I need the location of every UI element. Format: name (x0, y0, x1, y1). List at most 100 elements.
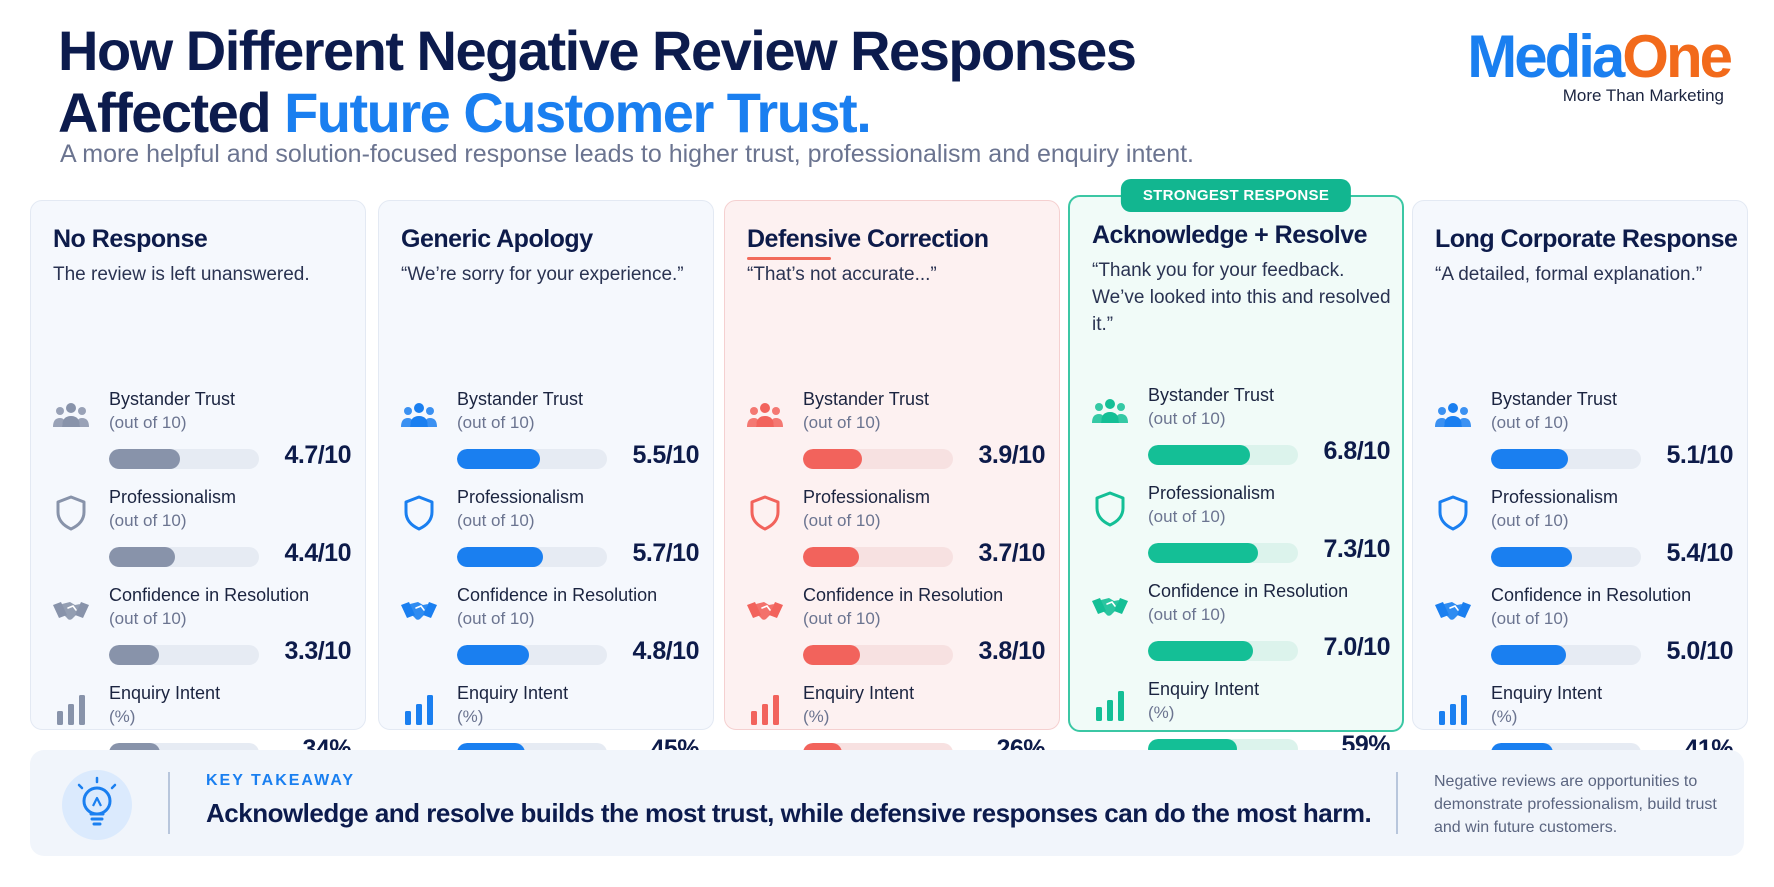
bar-fill (457, 645, 529, 665)
series-description: “We’re sorry for your experience.” (401, 264, 684, 285)
title-line-2: Affected Future Customer Trust. (58, 82, 1135, 144)
data-label: 6.8/10 (1323, 437, 1390, 465)
title-underline (747, 257, 831, 260)
metric-trust: Bystander Trust (out of 10) 4.7/10 (51, 389, 351, 469)
bar-fill (1148, 543, 1258, 563)
title-line-2-plain: Affected (58, 81, 285, 144)
metric-label: Professionalism (457, 487, 585, 507)
page-title: How Different Negative Review Responses … (58, 19, 1137, 144)
metric-label: Enquiry Intent (457, 683, 569, 703)
metric-unit: (%) (1148, 703, 1175, 722)
shield-icon (1433, 493, 1473, 533)
bar-chart-icon (1433, 689, 1473, 729)
metric-label: Bystander Trust (1148, 385, 1275, 405)
people-group-icon (1090, 391, 1130, 431)
metric-label: Bystander Trust (109, 389, 236, 409)
data-label: 7.3/10 (1323, 535, 1390, 563)
metric-label: Confidence in Resolution (803, 585, 1004, 605)
strongest-response-badge: STRONGEST RESPONSE (1120, 179, 1352, 212)
metric-unit: (out of 10) (457, 413, 535, 432)
bar-track (109, 449, 259, 469)
people-group-icon (745, 395, 785, 435)
metric-professionalism: Professionalism (out of 10) 4.4/10 (51, 487, 351, 567)
metric-confidence: Confidence in Resolution (out of 10) 3.3/1… (51, 585, 351, 665)
people-group-icon (399, 395, 439, 435)
metric-unit: (out of 10) (803, 511, 881, 530)
bar-fill (803, 547, 859, 567)
bar-fill (1491, 645, 1566, 665)
metric-label: Professionalism (803, 487, 931, 507)
metric-unit: (out of 10) (1491, 413, 1569, 432)
metric-professionalism: Professionalism (out of 10) 5.4/10 (1433, 487, 1733, 567)
title-line-1: How Different Negative Review Responses (58, 19, 1137, 82)
metric-trust: Bystander Trust (out of 10) 5.5/10 (399, 389, 699, 469)
bar-track (803, 645, 953, 665)
bar-track (1491, 547, 1641, 567)
metric-confidence: Confidence in Resolution (out of 10) 7.0/1… (1090, 581, 1390, 661)
bar-fill (803, 449, 862, 469)
shield-icon (1090, 489, 1130, 529)
data-label: 4.8/10 (632, 637, 699, 665)
metric-confidence: Confidence in Resolution (out of 10) 4.8/1… (399, 585, 699, 665)
metric-label: Professionalism (109, 487, 237, 507)
metric-unit: (out of 10) (457, 511, 535, 530)
bar-chart-icon (399, 689, 439, 729)
data-label: 5.5/10 (632, 441, 699, 469)
bar-fill (803, 645, 860, 665)
bar-fill (109, 449, 180, 469)
metric-label: Confidence in Resolution (109, 585, 310, 605)
bar-track (457, 547, 607, 567)
handshake-icon (51, 591, 91, 631)
bar-track (109, 547, 259, 567)
bar-track (1491, 645, 1641, 665)
bar-fill (1148, 641, 1253, 661)
metric-unit: (out of 10) (1148, 605, 1226, 624)
metric-label: Professionalism (1491, 487, 1619, 507)
handshake-icon (399, 591, 439, 631)
response-card-defensive-correction: Defensive Correction “That’s not accurate… (724, 200, 1060, 763)
key-takeaway-panel: KEY TAKEAWAY Acknowledge and resolve bui… (30, 750, 1744, 856)
bar-fill (1491, 449, 1568, 469)
logo-wordmark: MediaOne (1440, 26, 1733, 88)
series-name: No Response (53, 225, 208, 253)
bar-track (1148, 641, 1298, 661)
metric-unit: (out of 10) (109, 413, 187, 432)
metric-unit: (%) (109, 707, 136, 726)
series-name: Long Corporate Response (1435, 225, 1738, 253)
takeaway-divider-right (1396, 772, 1398, 834)
handshake-icon (1433, 591, 1473, 631)
metric-unit: (%) (457, 707, 484, 726)
series-description: “Thank you for your feedback. We’ve look… (1092, 260, 1391, 335)
metric-label: Confidence in Resolution (457, 585, 658, 605)
data-label: 3.8/10 (978, 637, 1045, 665)
metric-professionalism: Professionalism (out of 10) 7.3/10 (1090, 483, 1390, 563)
metric-label: Enquiry Intent (1491, 683, 1603, 703)
response-card-long-corporate-response: Long Corporate Response “A detailed, form… (1412, 200, 1748, 763)
bar-track (457, 449, 607, 469)
data-label: 5.1/10 (1666, 441, 1733, 469)
metric-unit: (out of 10) (1148, 409, 1226, 428)
metric-label: Professionalism (1148, 483, 1276, 503)
data-label: 5.0/10 (1666, 637, 1733, 665)
series-name: Acknowledge + Resolve (1092, 221, 1368, 249)
series-description: The review is left unanswered. (53, 264, 310, 285)
metric-unit: (out of 10) (109, 609, 187, 628)
metric-unit: (%) (1491, 707, 1518, 726)
metric-unit: (out of 10) (1148, 507, 1226, 526)
series-name: Defensive Correction (747, 225, 989, 253)
metric-label: Bystander Trust (1491, 389, 1618, 409)
metric-confidence: Confidence in Resolution (out of 10) 3.8/1… (745, 585, 1045, 665)
metric-unit: (out of 10) (803, 609, 881, 628)
metric-unit: (%) (803, 707, 830, 726)
bar-track (1148, 445, 1298, 465)
data-label: 3.9/10 (978, 441, 1045, 469)
bar-fill (457, 547, 543, 567)
metric-trust: Bystander Trust (out of 10) 6.8/10 (1090, 385, 1390, 465)
data-label: 4.7/10 (284, 441, 351, 469)
data-label: 3.3/10 (284, 637, 351, 665)
title-line-2-accent: Future Customer Trust. (284, 81, 872, 144)
bar-track (803, 547, 953, 567)
metric-unit: (out of 10) (803, 413, 881, 432)
bar-fill (457, 449, 540, 469)
shield-icon (745, 493, 785, 533)
